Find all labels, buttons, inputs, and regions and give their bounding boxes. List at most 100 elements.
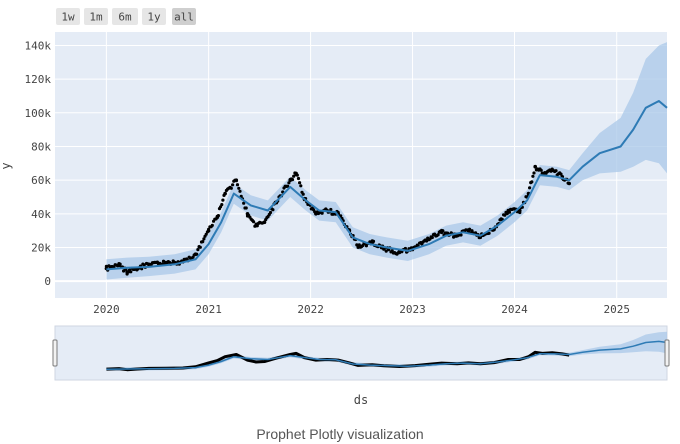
observed-point [271,208,275,212]
slider-forecast-line [106,340,668,371]
observed-point [531,174,535,178]
y-tick-label: 20k [31,241,51,254]
observed-point [403,246,407,251]
range-button-label: all [174,11,194,24]
observed-point [288,178,293,182]
range-selector: 1w 1m 6m 1y all [56,8,196,25]
observed-point [245,212,250,216]
x-tick-label: 2020 [93,303,120,316]
range-button-1m[interactable]: 1m [84,8,108,25]
observed-point [254,223,258,228]
observed-point [242,201,246,205]
observed-point [129,270,133,274]
observed-point [238,189,242,193]
observed-point [244,206,248,210]
x-tick-label: 2021 [195,303,222,316]
range-button-1y[interactable]: 1y [142,8,166,25]
observed-point [314,212,318,216]
observed-point [221,198,225,202]
observed-point [439,230,444,235]
observed-point [503,213,507,217]
observed-point [220,203,224,207]
observed-point [235,183,240,187]
figure-caption: Prophet Plotly visualization [256,426,424,442]
observed-point [125,270,129,274]
observed-point [287,181,291,185]
observed-point [117,263,121,268]
y-tick-labels: 0 20k 40k 60k 80k 100k 120k 140k [25,39,52,288]
observed-point [466,228,471,233]
observed-point [528,186,532,190]
observed-point [229,186,233,190]
y-tick-label: 100k [25,107,52,120]
y-tick-label: 40k [31,208,51,221]
observed-point [262,220,267,224]
observed-point [294,171,298,176]
observed-point [430,235,434,240]
x-tick-label: 2025 [603,303,630,316]
observed-point [559,172,563,176]
y-tick-label: 120k [25,73,52,86]
slider-right-handle[interactable] [664,339,670,367]
observed-point [567,181,571,186]
forecast-line [106,100,668,271]
y-tick-label: 0 [44,275,51,288]
range-button-1w[interactable]: 1w [56,8,80,25]
observed-point [370,240,375,245]
range-button-label: 6m [118,11,132,24]
observed-point [301,192,305,196]
observed-point [397,250,402,255]
observed-point [231,183,235,187]
observed-point [506,208,511,213]
main-plot-layer [104,42,668,280]
range-button-label: 1y [147,11,161,24]
observed-point [518,208,522,213]
observed-point [237,186,241,190]
observed-point [193,252,198,256]
observed-point [147,262,151,267]
observed-point [268,210,273,215]
observed-point [122,269,126,273]
y-tick-label: 60k [31,174,51,187]
x-tick-labels: 2020 2021 2022 2023 2024 2025 [93,303,630,316]
observed-point [329,207,333,212]
observed-point [530,180,534,184]
observed-point [554,169,558,173]
observed-point [532,171,536,175]
x-tick-label: 2024 [501,303,528,316]
observed-point [424,239,429,243]
y-axis-title: y [0,162,13,169]
observed-point [286,184,290,188]
range-button-6m[interactable]: 6m [112,8,138,25]
observed-point [550,168,554,172]
observed-point [210,223,214,227]
observed-point [234,178,239,182]
y-tick-label: 140k [25,39,52,52]
observed-point [198,245,202,249]
observed-point [539,168,543,172]
observed-point [252,220,256,224]
range-button-label: 1w [61,11,75,24]
x-tick-label: 2023 [399,303,426,316]
plot-area [55,32,667,298]
observed-point [455,233,460,238]
observed-point [356,244,360,248]
observed-point [533,164,537,169]
range-button-all[interactable]: all [172,8,196,25]
range-slider-handles[interactable] [52,339,670,367]
observed-point [206,228,211,233]
observed-point [223,191,227,196]
observed-point [164,260,168,265]
observed-point [215,215,220,219]
observed-point [459,233,463,237]
observed-point [292,174,296,178]
observed-point [296,176,301,181]
x-tick-label: 2022 [297,303,324,316]
observed-point [320,211,324,215]
observed-point [384,249,388,253]
range-button-label: 1m [89,11,103,24]
slider-left-handle[interactable] [52,339,58,367]
y-tick-label: 80k [31,140,51,153]
observed-point [196,248,200,252]
